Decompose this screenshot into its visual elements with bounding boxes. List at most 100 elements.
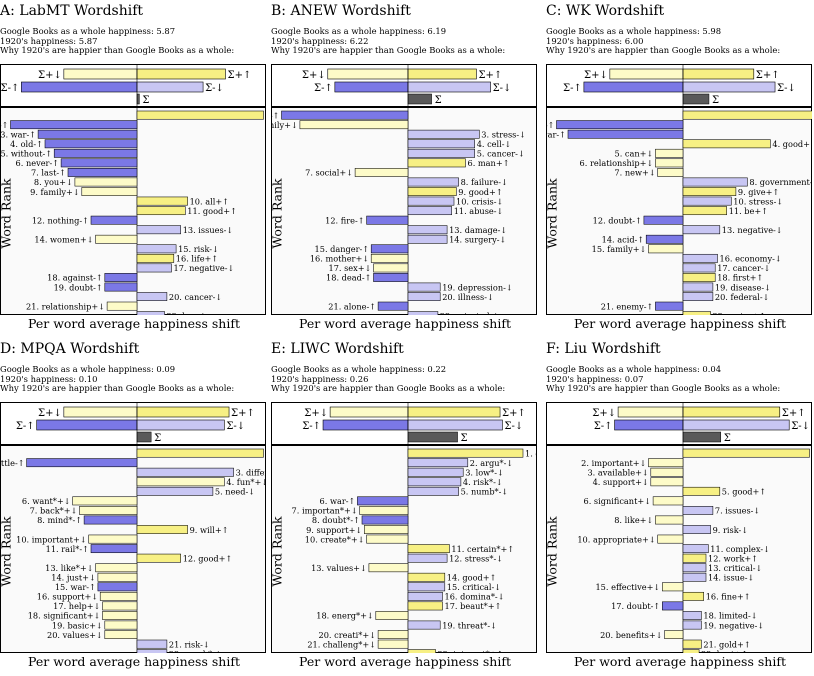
wordshift-plot: Σ+↓Σ+↑Σ-↑Σ-↓Σ1. great+↑2. old-↑3. war-↑4… — [546, 64, 812, 315]
word-label: 9. will+↑ — [190, 525, 229, 535]
word-bar — [67, 168, 138, 177]
word-bar — [106, 301, 138, 311]
word-label: 7. new+↓ — [614, 168, 655, 178]
summary-total-label: Σ — [435, 95, 442, 106]
y-axis-label: Word Rank — [544, 178, 560, 249]
word-label: 22. best+↑ — [701, 649, 748, 653]
info-line: Google Books as a whole happiness: 5.87 — [0, 26, 176, 36]
word-label: 14. surgery-↓ — [449, 235, 506, 245]
word-label: 2. family+↓ — [271, 120, 298, 130]
word-bar — [373, 263, 409, 273]
word-label: 4. cell-↓ — [477, 139, 512, 149]
word-label: 4. old-↑ — [10, 139, 43, 149]
info-line: 1920's happiness: 0.10 — [0, 373, 98, 384]
word-label: 9. risk-↓ — [713, 525, 749, 535]
word-bar — [136, 225, 181, 235]
word-label: 3. differ*-↓ — [236, 467, 266, 477]
word-label: 20. creati*+↓ — [319, 630, 377, 640]
word-bar — [682, 263, 716, 273]
word-label: 21. challeng*+↓ — [307, 639, 376, 649]
word-label: 12. fire-↑ — [325, 215, 364, 225]
word-label: 16. domina*-↓ — [445, 592, 505, 602]
summary-label: Σ-↑ — [16, 421, 35, 432]
word-label: 18. against-↑ — [47, 273, 103, 283]
word-bar — [650, 467, 684, 477]
word-label: 11. good+↑ — [187, 206, 237, 216]
word-bar — [682, 187, 737, 196]
word-bar — [407, 591, 443, 601]
word-bar — [655, 515, 684, 525]
word-bar — [662, 582, 684, 592]
word-bar — [136, 486, 214, 496]
word-label: 18. first+↑ — [717, 273, 763, 283]
summary-label: Σ+↓ — [38, 70, 62, 81]
word-bar — [682, 591, 704, 601]
word-bar — [655, 148, 684, 158]
y-axis-label: Word Rank — [269, 178, 285, 249]
summary-bar — [322, 419, 409, 431]
word-label: 15. danger-↑ — [315, 244, 370, 254]
word-label: 6. man+↑ — [468, 158, 510, 168]
word-bar — [407, 486, 459, 496]
summary-bar — [136, 68, 226, 80]
word-bar — [407, 582, 446, 592]
word-bar — [682, 620, 702, 630]
x-axis-label: Per word average happiness shift — [574, 316, 786, 331]
word-label: 6. significant+↓ — [584, 496, 652, 506]
word-label: 11. certain*+↑ — [451, 544, 514, 554]
word-bar — [407, 234, 448, 244]
word-bar — [90, 215, 138, 225]
word-label: 17. beaut*+↑ — [445, 601, 502, 611]
word-label: 19. disease-↓ — [715, 282, 771, 292]
word-label: 4. good+↑ — [772, 139, 812, 149]
word-label: 16. fine+↑ — [706, 592, 751, 602]
summary-total-label: Σ — [712, 95, 719, 106]
info-line: Why 1920's are happier than Google Books… — [546, 383, 781, 394]
word-label: 19. doubt-↑ — [54, 282, 103, 292]
wordshift-panel: F: Liu Wordshift Google Books as a whole … — [545, 338, 814, 676]
word-label: 2. little-↑ — [0, 458, 25, 468]
word-label: 1. war-↑ — [271, 110, 280, 120]
word-bar — [377, 301, 409, 311]
word-bar — [299, 120, 409, 130]
word-label: 3. war-↑ — [546, 129, 566, 139]
word-bar — [359, 506, 409, 515]
word-label: 18. limited-↓ — [703, 611, 757, 621]
panel-title: A: LabMT Wordshift — [0, 3, 144, 19]
word-bar — [136, 649, 168, 653]
word-bar — [95, 234, 138, 244]
word-bar — [26, 458, 138, 468]
word-label: 17. help+↓ — [53, 601, 100, 611]
word-bar — [60, 158, 138, 168]
word-bar — [407, 544, 450, 554]
word-label: 15. family+↓ — [592, 244, 647, 254]
word-bar — [682, 506, 714, 515]
word-label: 12. nothing-↑ — [32, 215, 89, 225]
info-line: Why 1920's are happier than Google Books… — [546, 45, 781, 56]
info-line: Why 1920's are happier than Google Books… — [271, 383, 506, 394]
summary-bar — [21, 81, 138, 93]
summary-bar — [614, 419, 684, 431]
word-bar — [102, 611, 138, 620]
word-bar — [368, 563, 409, 573]
word-bar — [99, 591, 138, 601]
word-bar — [361, 515, 409, 525]
word-label: 11. be+↑ — [729, 206, 768, 216]
word-label: 21. alone-↑ — [328, 301, 376, 311]
word-label: 8. failure-↓ — [461, 177, 508, 187]
y-axis-label: Word Rank — [269, 516, 285, 587]
summary-bar — [682, 419, 790, 431]
summary-bar — [407, 406, 501, 418]
word-bar — [364, 525, 409, 534]
word-bar — [136, 553, 181, 563]
summary-label: Σ-↓ — [777, 83, 796, 94]
word-label: 22. numb*-↓ — [169, 649, 222, 653]
summary-bar — [63, 406, 138, 418]
word-label: 10. all+↑ — [190, 196, 229, 206]
word-bar — [97, 582, 138, 592]
word-bar — [682, 572, 707, 582]
word-label: 5. good+↑ — [722, 487, 766, 497]
word-label: 11. complex-↓ — [710, 544, 770, 554]
summary-bar — [329, 406, 409, 418]
word-label: 5. without-↑ — [0, 149, 52, 159]
